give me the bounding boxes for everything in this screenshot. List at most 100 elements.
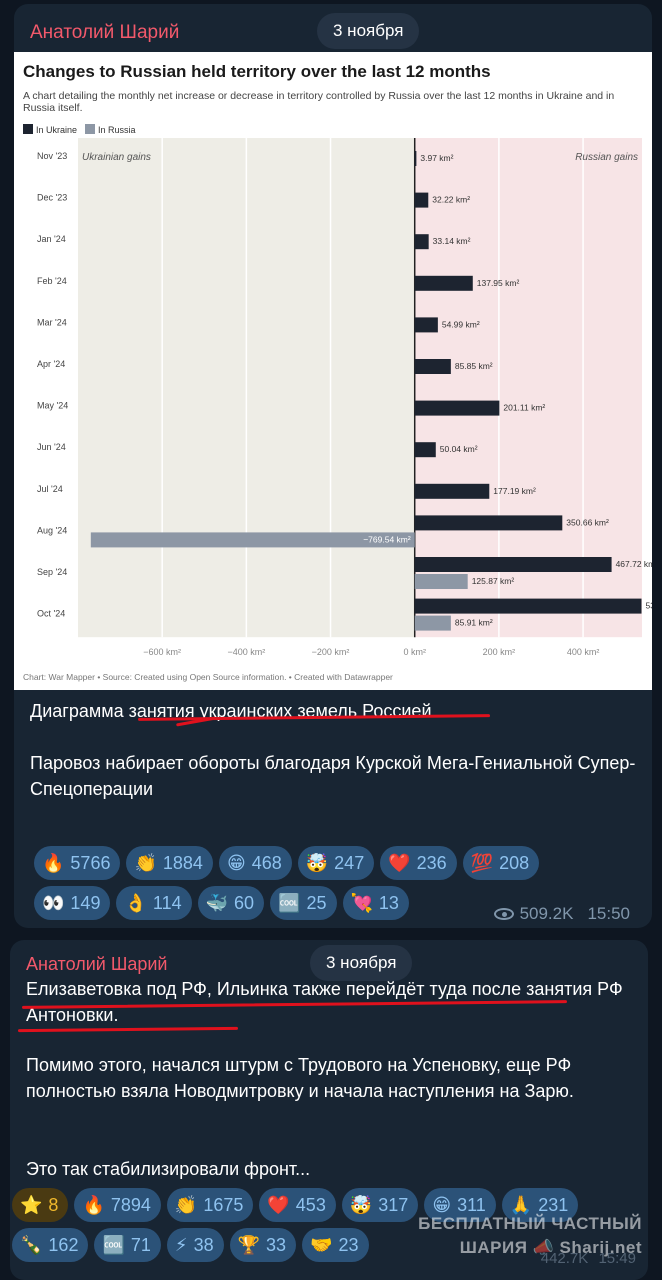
data-label: 177.19 km² (493, 486, 536, 496)
bar-in-russia (90, 532, 415, 548)
message-bubble[interactable]: Анатолий Шарий Changes to Russian held t… (14, 4, 652, 928)
reaction-count: 5766 (70, 852, 111, 873)
clap-icon: 👏 (174, 1195, 198, 1215)
lightning-icon: ⚡ (174, 1235, 188, 1255)
reaction-count: 38 (193, 1234, 214, 1255)
reaction-chip[interactable]: 💯 208 (462, 846, 540, 880)
reaction-chip[interactable]: 🙏 231 (501, 1188, 579, 1222)
reaction-chip[interactable]: 😁 311 (424, 1188, 496, 1222)
message-bubble[interactable]: Анатолий Шарий (10, 940, 648, 1280)
reaction-count: 236 (416, 852, 447, 873)
reaction-count: 8 (48, 1194, 59, 1215)
reaction-count: 7894 (110, 1194, 151, 1215)
message-time: 15:50 (587, 904, 630, 923)
bar-in-ukraine (414, 598, 642, 614)
reaction-chip[interactable]: ❤️ 453 (259, 1188, 336, 1222)
category-label: Nov '23 (37, 151, 67, 161)
reaction-chip[interactable]: 👏 1884 (126, 846, 213, 880)
category-label: Jul '24 (37, 484, 63, 494)
reaction-count: 33 (266, 1234, 287, 1255)
author-name[interactable]: Анатолий Шарий (30, 22, 180, 43)
reaction-count: 25 (306, 892, 327, 913)
reaction-count: 231 (538, 1194, 569, 1215)
reaction-count: 60 (234, 892, 255, 913)
reaction-chip[interactable]: 🐳 60 (197, 886, 265, 920)
reaction-count: 317 (378, 1194, 409, 1215)
reaction-count: 468 (251, 852, 282, 873)
bar-in-ukraine (414, 234, 429, 250)
reaction-chip[interactable]: 💘 13 (342, 886, 409, 920)
category-label: Apr '24 (37, 359, 65, 369)
chart-image[interactable]: Changes to Russian held territory over t… (14, 52, 652, 690)
reaction-chip[interactable]: 🤯 247 (297, 846, 375, 880)
reaction-chip[interactable]: 🆒 25 (270, 886, 337, 920)
reactions-bar: 🔥 5766 👏 1884 😁 468 🤯 247 ❤️ 236 💯 208 👀 149 👌 114 🐳 60 🆒 2… (34, 846, 574, 920)
bar-in-ukraine (414, 192, 429, 208)
reaction-chip[interactable]: 👏 1675 (166, 1188, 254, 1222)
category-label: Jun '24 (37, 442, 66, 452)
chart-bg-russian-side (414, 138, 642, 638)
bar-in-ukraine (414, 442, 436, 458)
reaction-chip[interactable]: ⚡ 38 (166, 1228, 224, 1262)
x-tick-label: 200 km² (483, 647, 516, 657)
reaction-chip[interactable]: 🔥 5766 (34, 846, 121, 880)
annotation-ukrainian-gains: Ukrainian gains (82, 152, 151, 163)
grin-icon: 😁 (226, 853, 246, 873)
data-label: 538.84 km² (646, 601, 652, 611)
reaction-count: 13 (378, 892, 399, 913)
reaction-chip[interactable]: 👌 114 (116, 886, 192, 920)
message-text-line1: Елизаветовка под РФ, Ильинка также перей… (26, 979, 623, 1025)
cool-icon: 🆒 (278, 893, 301, 913)
bar-in-ukraine (414, 359, 451, 374)
chart-title: Changes to Russian held territory over t… (23, 62, 491, 81)
bar-in-ukraine (414, 400, 500, 416)
message-meta: 509.2K 15:50 (493, 904, 630, 924)
reaction-count: 208 (499, 852, 530, 873)
reaction-chip[interactable]: ❤️ 236 (380, 846, 457, 880)
message-time: 15:49 (598, 1250, 636, 1267)
reaction-chip[interactable]: ⭐ 8 (12, 1188, 69, 1222)
author-name[interactable]: Анатолий Шарий (26, 954, 168, 974)
fire-icon: 🔥 (82, 1195, 105, 1215)
reaction-chip[interactable]: 🔥 7894 (74, 1188, 161, 1222)
reactions-bar: ⭐ 8 🔥 7894 👏 1675 ❤️ 453 🤯 317 😁 311 🙏 231 🍾 162 🆒 71 ⚡ 38 🏆… (12, 1188, 652, 1262)
data-label: −769.54 km² (363, 534, 411, 544)
eye-icon (493, 908, 514, 920)
reaction-chip[interactable]: 🤝 23 (302, 1228, 369, 1262)
bar-in-ukraine (414, 557, 612, 572)
ok-hand-icon: 👌 (124, 893, 147, 913)
view-count: 509.2K (519, 904, 574, 923)
category-label: Sep '24 (37, 567, 67, 577)
reaction-chip[interactable]: 🤯 317 (341, 1188, 419, 1222)
reaction-chip[interactable]: 🍾 162 (12, 1228, 89, 1262)
reaction-count: 1884 (162, 852, 203, 873)
bar-in-russia (414, 574, 468, 589)
reaction-count: 71 (130, 1234, 151, 1255)
bar-in-ukraine (414, 515, 563, 531)
reaction-chip[interactable]: 👀 149 (34, 886, 111, 920)
heart-icon: ❤️ (388, 853, 411, 873)
data-label: 54.99 km² (442, 319, 480, 329)
reaction-count: 162 (48, 1234, 79, 1255)
x-tick-label: 400 km² (567, 647, 600, 657)
category-label: Oct '24 (37, 609, 65, 619)
hundred-icon: 💯 (470, 853, 494, 873)
clap-icon: 👏 (134, 853, 157, 873)
chart-plot: −600 km² −400 km² −200 km² 0 km² 200 km² 400 … (37, 138, 652, 657)
category-label: Aug '24 (37, 525, 67, 535)
mind-blown-icon: 🤯 (349, 1195, 373, 1215)
category-label: May '24 (37, 401, 68, 411)
data-label: 32.22 km² (432, 195, 470, 205)
grin-icon: 😁 (432, 1195, 452, 1215)
champagne-icon: 🍾 (20, 1235, 43, 1255)
reaction-chip[interactable]: 😁 468 (218, 846, 292, 880)
reaction-chip[interactable]: 🏆 33 (229, 1228, 297, 1262)
view-count: 442.7K (540, 1250, 589, 1267)
data-label: 33.14 km² (433, 236, 471, 246)
message-text-line2: Паровоз набирает обороты благодаря Курск… (30, 753, 636, 799)
reaction-chip[interactable]: 🆒 71 (94, 1228, 161, 1262)
date-badge: 3 ноября (310, 945, 413, 981)
data-label: 137.95 km² (477, 278, 520, 288)
category-label: Jan '24 (37, 234, 66, 244)
x-tick-label: 0 km² (403, 647, 426, 657)
